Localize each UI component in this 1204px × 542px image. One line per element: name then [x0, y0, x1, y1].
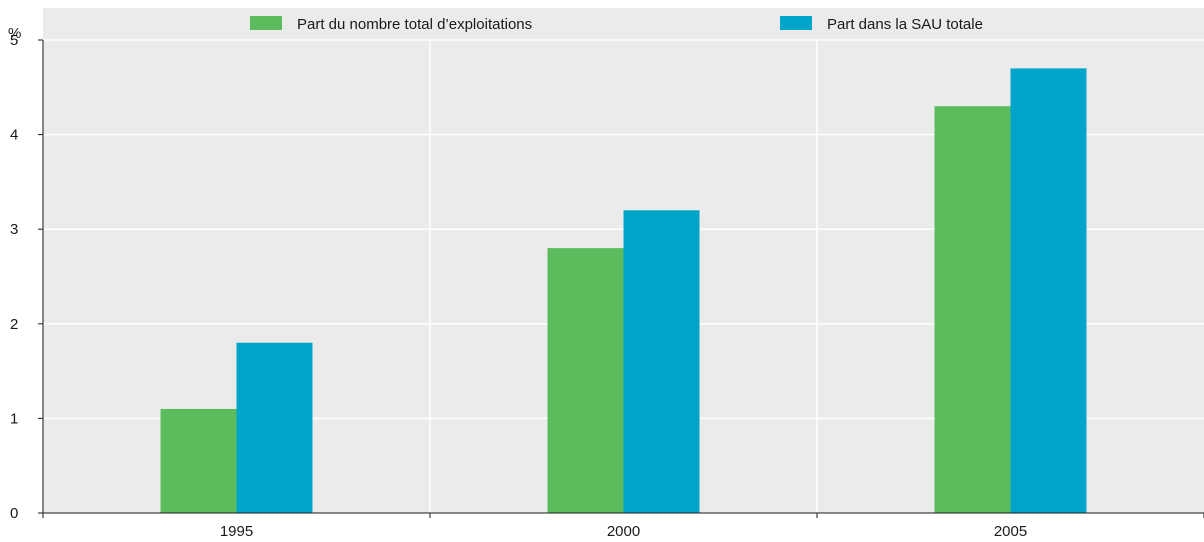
- x-tick-label: 1995: [220, 523, 253, 540]
- y-tick-label: 4: [10, 127, 18, 144]
- y-tick-label: 0: [10, 505, 18, 522]
- y-tick-label: 5: [10, 32, 18, 49]
- bar-2000-series-2: [623, 210, 700, 513]
- axes: 0 1 2 3 4 5 1995 2000 2005: [10, 32, 1204, 540]
- bars: [160, 68, 1087, 513]
- legend: Part du nombre total d’exploitations Part…: [250, 16, 983, 33]
- y-tick-label: 1: [10, 410, 18, 427]
- bar-2005-series-2: [1010, 68, 1087, 513]
- bar-1995-series-1: [160, 408, 237, 513]
- legend-swatch: [250, 16, 282, 30]
- y-tick-label: 3: [10, 221, 18, 238]
- x-tick-label: 2000: [607, 523, 640, 540]
- x-tick-label: 2005: [994, 523, 1027, 540]
- y-tick-label: 2: [10, 316, 18, 333]
- y-axis-unit-label: %: [8, 25, 21, 42]
- bar-2005-series-1: [934, 106, 1011, 513]
- bar-1995-series-2: [236, 342, 313, 513]
- legend-label: Part dans la SAU totale: [827, 16, 983, 33]
- legend-swatch: [780, 16, 812, 30]
- legend-label: Part du nombre total d’exploitations: [297, 16, 532, 33]
- bar-2000-series-1: [547, 248, 624, 513]
